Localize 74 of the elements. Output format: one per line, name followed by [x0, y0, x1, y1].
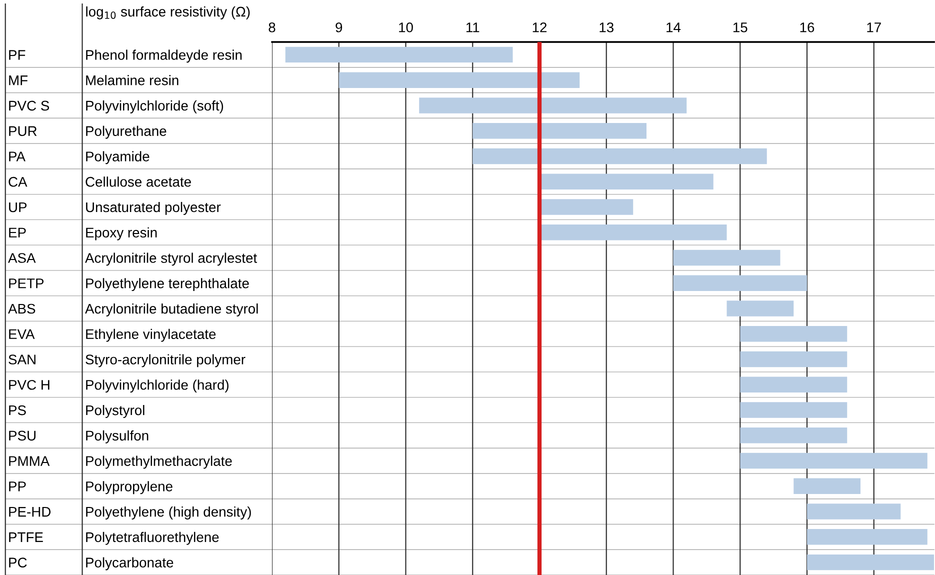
y-tick-label: Epoxy resin: [86, 227, 157, 240]
bar: [740, 351, 848, 368]
y-tick-label: Polysulfon: [86, 430, 148, 444]
bar: [794, 478, 860, 494]
y2-tick-label: PMMA: [9, 456, 50, 466]
bar: [807, 554, 934, 570]
y-tick-label: Polystyrol: [86, 404, 144, 418]
bar: [740, 428, 848, 444]
bar: [540, 199, 634, 215]
y2-tick-label: EP: [9, 228, 26, 238]
y2-tick-label: SAN: [8, 354, 36, 364]
bar: [807, 504, 901, 520]
y2-tick-label: PTFE: [9, 532, 43, 542]
y-tick-label: Polyethylene (high density): [86, 506, 251, 520]
bar: [540, 224, 727, 240]
bar: [472, 148, 767, 164]
y2-tick-label: ASA: [8, 253, 36, 263]
bar: [740, 326, 848, 342]
y2-tick-label: PUR: [9, 126, 37, 136]
bar: [673, 250, 780, 266]
y2-tick-label: ABS: [8, 304, 36, 314]
bar: [740, 376, 848, 393]
bar: [285, 46, 513, 63]
y-tick-label: Polymethylmethacrylate: [86, 456, 232, 469]
y2-tick-label: EVA: [9, 329, 35, 339]
y-tick-label: Polytetrafluorethylene: [86, 532, 219, 545]
y-tick-label: Polypropylene: [86, 481, 172, 494]
bar: [419, 98, 687, 114]
y-tick-label: Polyvinylchloride (hard): [86, 380, 228, 393]
x-tick-label: 15: [733, 22, 748, 32]
bar: [740, 452, 928, 469]
y2-tick-label: PVC S: [9, 100, 50, 111]
bar: [338, 72, 580, 88]
y2-tick-label: PP: [9, 482, 26, 492]
y2-tick-label: PA: [9, 152, 26, 162]
x-tick-label: 12: [532, 22, 547, 32]
x-tick-label: 8: [268, 22, 276, 32]
y2-tick-label: PS: [9, 405, 26, 416]
y2-tick-label: MF: [9, 76, 28, 86]
y-tick-label: Melamine resin: [86, 75, 178, 86]
y-tick-label: Unsaturated polyester: [86, 202, 221, 215]
y-tick-label: Ethylene vinylacetate: [86, 328, 216, 342]
y2-tick-label: PSU: [9, 430, 36, 441]
bar: [472, 122, 646, 139]
y2-tick-label: UP: [9, 202, 27, 212]
y-tick-label: Polyvinylchloride (soft): [86, 100, 224, 114]
bar: [740, 402, 848, 418]
y-tick-label: Polyurethane: [86, 126, 166, 139]
y-tick-label: Styro-acrylonitrile polymer: [86, 354, 246, 368]
y-tick-label: Acrylonitrile styrol acrylestet: [85, 252, 258, 266]
y-tick-label: Cellulose acetate: [86, 176, 191, 187]
y2-tick-label: CA: [8, 176, 28, 187]
y-tick-label: Polyamide: [86, 151, 150, 164]
bar: [726, 300, 794, 316]
y2-tick-label: PE-HD: [9, 507, 51, 517]
bar: [540, 174, 714, 190]
y-tick-label: Phenol formaldeyde resin: [86, 50, 242, 63]
x-tick-label: 13: [600, 22, 614, 32]
y-tick-label: Polycarbonate: [86, 557, 174, 570]
x-tick-label: 11: [466, 22, 480, 32]
bar: [807, 529, 928, 545]
y2-tick-label: PF: [9, 50, 26, 60]
y2-tick-label: PC: [9, 558, 27, 568]
y2-tick-label: PVC H: [9, 380, 50, 390]
x-tick-label: 16: [800, 22, 814, 32]
y-tick-label: Polyethylene terephthalate: [86, 278, 249, 292]
x-axis-title: log$_{10}$ surface resistivity (Ω): [86, 6, 250, 20]
x-tick-label: 17: [867, 22, 881, 32]
x-tick-label: 9: [336, 22, 342, 32]
x-tick-label: 14: [666, 22, 681, 32]
y-tick-label: Acrylonitrile butadiene styrol: [85, 303, 258, 316]
x-tick-label: 10: [399, 22, 413, 32]
bar: [673, 275, 807, 291]
y2-tick-label: PETP: [9, 278, 44, 288]
